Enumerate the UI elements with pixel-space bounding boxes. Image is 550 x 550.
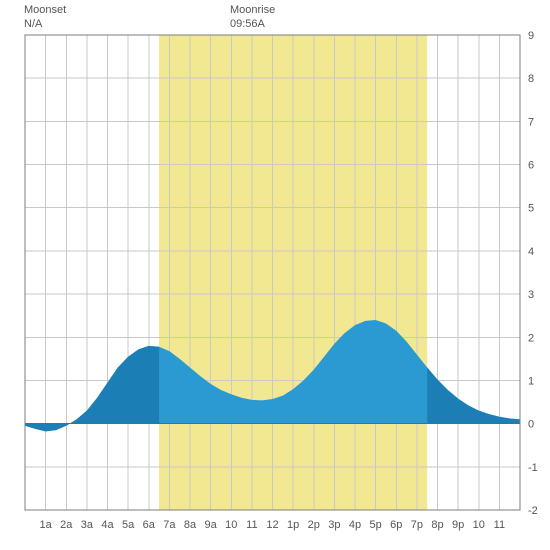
x-tick-label: 8a: [184, 519, 197, 531]
y-tick-label: 1: [528, 375, 534, 387]
tide-chart-container: Moonset N/A Moonrise 09:56A -2-101234567…: [0, 0, 550, 550]
x-tick-label: 2p: [308, 519, 320, 531]
x-tick-label: 4a: [101, 519, 114, 531]
x-tick-label: 12: [266, 519, 278, 531]
x-tick-label: 9p: [452, 519, 464, 531]
x-tick-label: 8p: [431, 519, 443, 531]
x-tick-label: 3p: [328, 519, 340, 531]
x-tick-label: 1p: [287, 519, 299, 531]
y-tick-label: 6: [528, 160, 534, 172]
x-tick-label: 11: [494, 519, 505, 531]
y-tick-label: 8: [528, 73, 534, 85]
x-tick-label: 7a: [163, 519, 176, 531]
x-tick-label: 10: [225, 519, 237, 531]
x-tick-label: 3a: [81, 519, 94, 531]
x-tick-label: 7p: [411, 519, 423, 531]
tide-chart-svg: -2-101234567891a2a3a4a5a6a7a8a9a1011121p…: [0, 0, 550, 550]
y-tick-label: 4: [528, 246, 534, 258]
y-tick-label: 0: [528, 419, 534, 431]
x-tick-label: 6p: [390, 519, 402, 531]
x-tick-label: 11: [246, 519, 257, 531]
x-tick-label: 1a: [40, 519, 53, 531]
y-tick-label: 9: [528, 30, 534, 42]
y-tick-label: -2: [528, 505, 538, 517]
x-tick-label: 4p: [349, 519, 361, 531]
y-tick-label: -1: [528, 462, 538, 474]
x-tick-label: 5a: [122, 519, 135, 531]
x-tick-label: 2a: [60, 519, 73, 531]
y-tick-label: 5: [528, 203, 534, 215]
y-tick-label: 3: [528, 289, 534, 301]
tide-chart: -2-101234567891a2a3a4a5a6a7a8a9a1011121p…: [0, 0, 550, 550]
y-tick-label: 2: [528, 332, 534, 344]
x-tick-label: 10: [473, 519, 485, 531]
x-tick-label: 6a: [143, 519, 156, 531]
x-tick-label: 5p: [370, 519, 382, 531]
x-tick-label: 9a: [205, 519, 218, 531]
y-tick-label: 7: [528, 116, 534, 128]
